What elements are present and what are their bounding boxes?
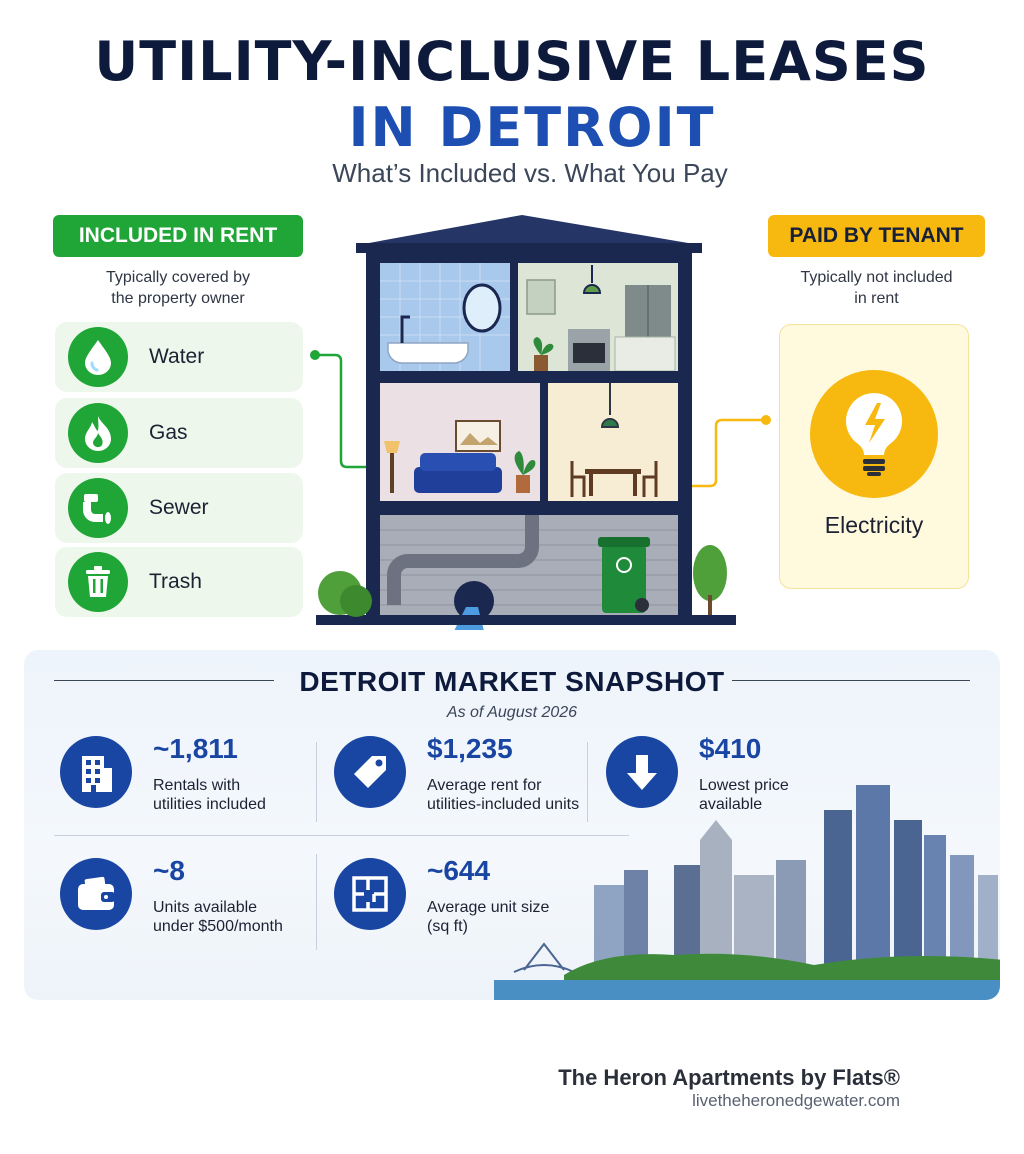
stat-value: $1,235 [427,733,513,764]
connector-lines [310,350,771,488]
building-icon [60,736,132,808]
included-note-line1: Typically covered by [105,269,251,286]
paid-note-line1: Typically not included [800,269,953,286]
page-subtitle: What’s Included vs. What You Pay [332,158,728,188]
utility-card-water: Water [55,322,303,392]
trash-can-icon [68,552,128,612]
stat-description: Average unit size (sq ft) [427,899,550,935]
utility-card-electricity: Electricity [779,324,969,589]
lightbulb-icon [810,370,938,498]
stat-description: Rentals with utilities included [153,777,266,813]
utility-card-trash: Trash [55,547,303,617]
utility-label-electricity: Electricity [824,512,924,538]
stat-description: Average rent for utilities-included units [427,777,580,813]
utility-label-sewer: Sewer [149,496,209,519]
stat-description: Units available under $500/month [153,899,283,935]
divider [316,854,317,950]
paid-badge: PAID BY TENANT [768,215,985,257]
stat-value: ~644 [427,855,491,886]
snapshot-rule-left [54,680,274,681]
floor-plan-icon [334,858,406,930]
flame-icon [68,403,128,463]
stat-value: ~8 [153,855,185,886]
page-title: UTILITY-INCLUSIVE LEASES [94,30,930,93]
house-cutaway-illustration [316,215,736,630]
stat-value: $410 [699,733,762,764]
snapshot-date: As of August 2026 [446,704,578,721]
page-title-city: IN DETROIT [348,96,716,159]
paid-note: Typically not included in rent [768,267,985,309]
arrow-down-icon [606,736,678,808]
included-note: Typically covered by the property owner [53,267,303,309]
snapshot-title: DETROIT MARKET SNAPSHOT [299,666,725,697]
detroit-skyline-illustration [494,785,1000,1000]
footer-brand: The Heron Apartments by Flats® [558,1065,900,1090]
stat-description: Lowest price available [699,777,789,813]
market-snapshot-panel: DETROIT MARKET SNAPSHOT As of August 202… [24,650,1000,1000]
paid-note-line2: in rent [854,290,899,307]
wallet-icon [60,858,132,930]
utility-label-water: Water [149,345,205,368]
divider [587,742,588,822]
stat-value: ~1,811 [153,733,238,764]
utility-label-gas: Gas [149,421,188,444]
utility-card-sewer: Sewer [55,473,303,543]
pipe-icon [68,478,128,538]
utility-card-gas: Gas [55,398,303,468]
water-drop-icon [68,327,128,387]
footer-url[interactable]: livetheheronedgewater.com [692,1091,900,1110]
divider [316,742,317,822]
row-divider [54,835,629,836]
included-note-line2: the property owner [111,290,245,307]
price-tag-icon [334,736,406,808]
snapshot-rule-right [732,680,970,681]
utility-label-trash: Trash [149,570,202,593]
included-badge: INCLUDED IN RENT [53,215,303,257]
